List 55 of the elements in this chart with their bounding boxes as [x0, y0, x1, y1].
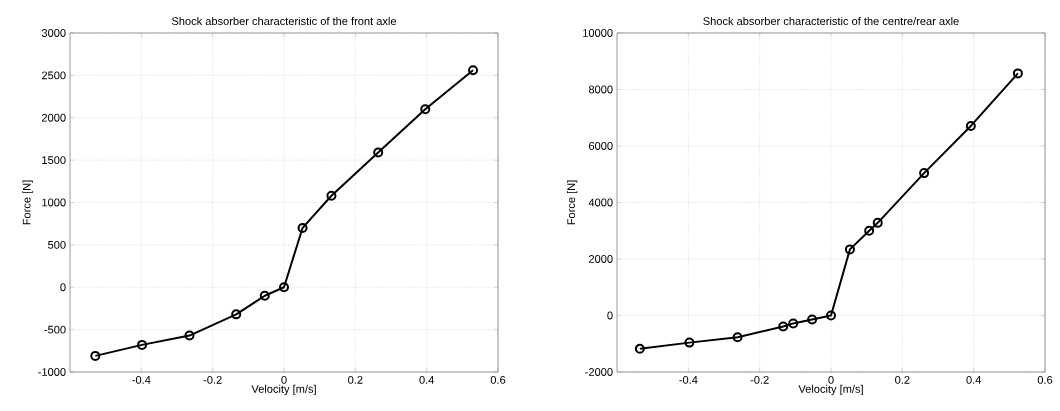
x-tick-label: 0.2	[348, 375, 363, 384]
x-tick-label: -0.2	[750, 375, 769, 384]
x-axis-title: Velocity [m/s]	[251, 384, 316, 396]
point	[326, 190, 337, 201]
point	[279, 282, 289, 293]
point	[137, 339, 148, 350]
x-axis-title: Velocity [m/s]	[798, 384, 863, 396]
y-tick-label: -1000	[38, 368, 66, 376]
x-tick-label: 0.4	[419, 375, 435, 384]
y-tick-label: 10000	[583, 29, 613, 37]
y-tick-label: 0	[607, 311, 613, 320]
x-tick-label: 0.2	[895, 375, 910, 384]
point	[778, 321, 789, 332]
point	[844, 244, 855, 255]
point	[684, 337, 695, 348]
point	[788, 318, 799, 329]
point	[297, 222, 308, 233]
y-tick-label: 6000	[589, 142, 613, 150]
y-tick-label: 1000	[42, 198, 66, 207]
point	[864, 225, 875, 236]
y-tick-label: -500	[44, 325, 66, 334]
y-axis-title: Force [N]	[22, 180, 33, 225]
x-tick-label: 0	[828, 375, 834, 384]
point	[826, 310, 837, 321]
point	[807, 314, 818, 325]
point	[1012, 68, 1023, 79]
x-tick-label: 0.6	[1037, 375, 1053, 384]
y-tick-label: -2000	[585, 368, 613, 376]
x-tick-label: 0	[281, 375, 287, 384]
point	[919, 168, 930, 179]
point	[420, 104, 431, 115]
y-tick-label: 0	[60, 283, 66, 292]
x-tick-label: 0.6	[490, 375, 506, 384]
point	[965, 120, 976, 131]
x-tick-label: 0.4	[966, 375, 982, 384]
chart-title: Shock absorber characteristic of the front axle	[171, 16, 397, 26]
y-tick-label: 2000	[41, 113, 66, 122]
x-tick-label: -0.2	[203, 375, 222, 384]
point	[732, 332, 743, 343]
point	[373, 147, 384, 158]
chart-title: Shock absorber characteristic of the centre/rear axle	[703, 16, 959, 26]
point	[259, 290, 270, 301]
y-tick-label: 2500	[41, 71, 66, 80]
y-axis-title: Force [N]	[567, 180, 578, 225]
point	[872, 217, 883, 228]
y-tick-label: 2000	[589, 255, 613, 263]
x-tick-label: -0.4	[132, 375, 151, 384]
y-tick-label: 1500	[42, 156, 66, 165]
y-tick-label: 8000	[588, 85, 613, 94]
point	[184, 330, 195, 341]
y-tick-label: 3000	[41, 29, 66, 37]
y-tick-label: 500	[48, 240, 66, 249]
point	[231, 309, 242, 320]
x-tick-label: -0.4	[679, 375, 698, 384]
y-tick-label: 4000	[588, 198, 613, 207]
